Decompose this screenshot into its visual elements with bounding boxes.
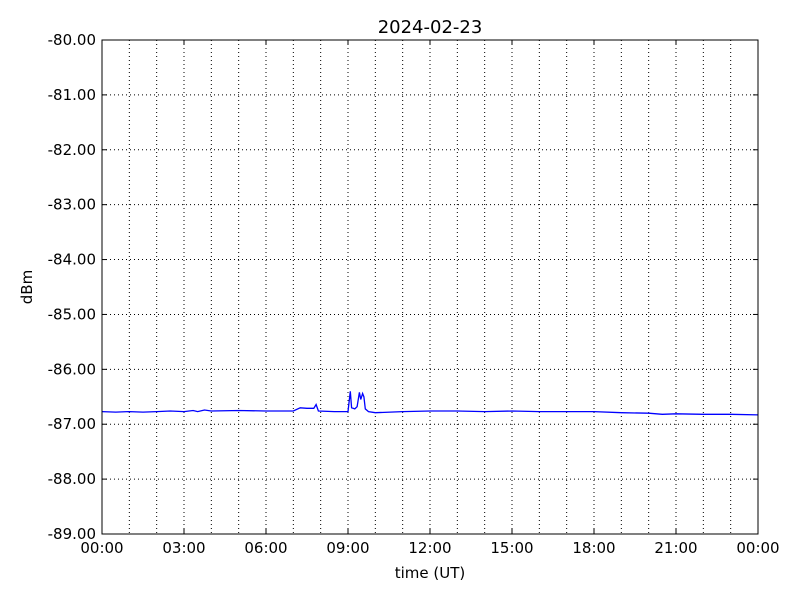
y-tick-label: -89.00 [48,525,96,543]
y-axis-label: dBm [18,270,36,304]
x-tick-label: 00:00 [80,539,123,557]
y-tick-label: -81.00 [48,86,96,104]
series [101,391,759,416]
chart-title: 2024-02-23 [378,17,483,38]
ticks: -80.00 -81.00 -82.00 -83.00 -84.00 -85.00 -86.… [48,31,780,557]
x-tick-label: 03:00 [162,539,205,557]
x-tick-label: 21:00 [654,539,697,557]
y-tick-label: -87.00 [48,415,96,433]
x-tick-label: 18:00 [572,539,615,557]
x-tick-label: 12:00 [408,539,451,557]
y-tick-label: -83.00 [48,196,96,214]
x-tick-label: 06:00 [244,539,287,557]
y-tick-label: -85.00 [48,305,96,323]
x-axis-label: time (UT) [395,564,466,582]
grid [102,40,758,534]
y-tick-label: -82.00 [48,141,96,159]
y-tick-label: -84.00 [48,251,96,269]
x-tick-label: 15:00 [490,539,533,557]
x-tick-label: 09:00 [326,539,369,557]
series-line [101,391,759,416]
y-tick-label: -86.00 [48,360,96,378]
plot-frame [101,39,759,535]
x-tick-label: 00:00 [736,539,779,557]
y-tick-label: -88.00 [48,470,96,488]
y-tick-label: -80.00 [48,31,96,49]
